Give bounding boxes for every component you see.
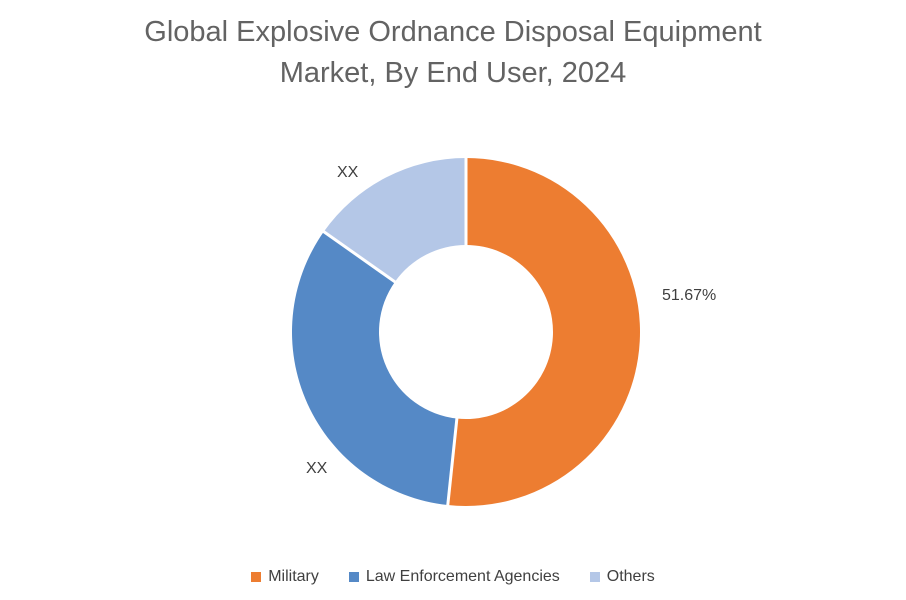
chart-title-line1: Global Explosive Ordnance Disposal Equip… <box>144 16 762 48</box>
legend-item-military: Military <box>251 568 319 586</box>
donut-segment-military <box>447 158 640 506</box>
donut-segment-law-enforcement-agencies <box>291 231 457 506</box>
legend-label-military: Military <box>268 568 319 585</box>
segment-separator <box>322 229 397 284</box>
legend-marker-others <box>589 572 600 582</box>
chart-title-line2: Market, By End User, 2024 <box>279 57 627 89</box>
legend-item-others: Others <box>589 568 655 586</box>
legend-marker-military <box>251 572 262 582</box>
data-label-military: 51.67% <box>662 287 717 304</box>
segment-separator <box>446 417 459 507</box>
legend: Military Law Enforcement Agencies Others <box>0 568 906 586</box>
legend-label-others: Others <box>606 568 655 585</box>
donut-svg <box>291 157 640 507</box>
data-label-others: XX <box>337 164 359 181</box>
legend-label-law-enforcement: Law Enforcement Agencies <box>365 568 560 585</box>
chart-title: Global Explosive Ordnance Disposal Equip… <box>0 12 906 94</box>
legend-item-law-enforcement: Law Enforcement Agencies <box>348 568 560 586</box>
donut-chart <box>284 150 648 514</box>
data-label-law-enforcement: XX <box>306 460 328 477</box>
legend-marker-law-enforcement <box>348 572 359 582</box>
donut-segment-others <box>323 158 466 282</box>
